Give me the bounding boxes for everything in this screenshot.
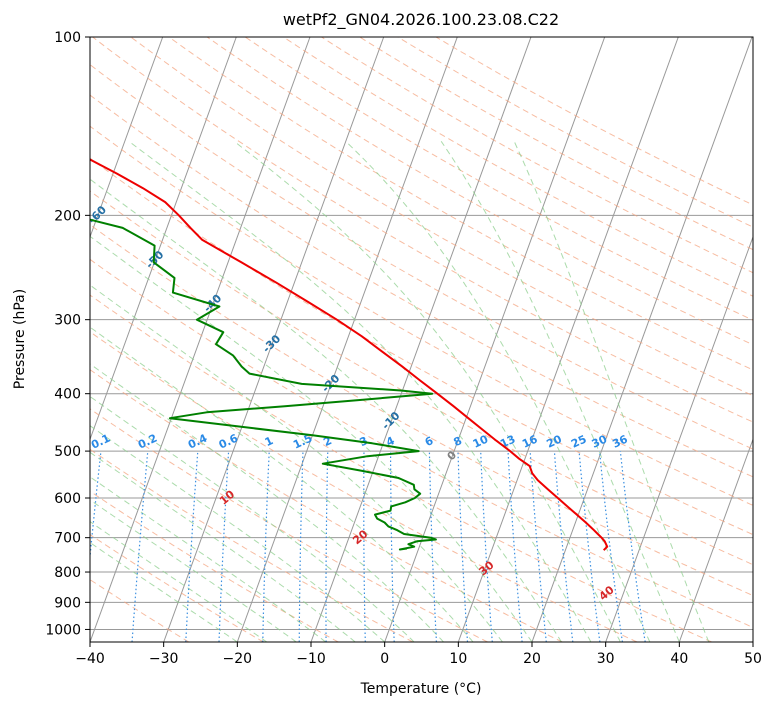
moist-adiabat-line	[90, 499, 297, 642]
moist-adiabat-line	[90, 521, 268, 642]
moist-adiabat-line	[90, 425, 386, 642]
moist-adiabat-line	[233, 140, 621, 642]
moist-adiabat-line	[513, 141, 710, 642]
dry-adiabat-line	[90, 579, 190, 642]
moist-adiabat-line	[345, 140, 651, 642]
dry-adiabat-line	[90, 294, 712, 642]
temperature-line	[90, 158, 609, 551]
mixing-ratio-line	[90, 451, 102, 563]
dry-adiabats	[90, 37, 753, 642]
dry-adiabat-line	[90, 125, 753, 506]
y-tick-label: 800	[54, 565, 81, 581]
x-tick-label: 50	[744, 651, 762, 667]
mixing-ratio-line	[599, 451, 623, 642]
moist-adiabat-line	[128, 140, 592, 642]
dry-adiabat-line	[90, 369, 563, 642]
y-tick-label: 900	[54, 595, 81, 611]
isotherm-line	[678, 437, 753, 642]
y-axis: 100 200 300 400 500 600 700 800 900 1000	[45, 30, 90, 638]
mixing-ratio-label: 10	[471, 432, 491, 450]
mixing-ratio-label: 16	[520, 432, 540, 450]
mixing-ratio-line	[619, 451, 646, 642]
mixing-ratio-label: 25	[569, 433, 588, 451]
dry-adiabat-line	[90, 224, 753, 597]
y-tick-label: 500	[54, 444, 81, 460]
isotherm-line	[236, 37, 458, 642]
y-tick-label: 1000	[45, 622, 81, 638]
mixing-ratio-line	[529, 451, 547, 642]
moist-adiabat-line	[90, 476, 326, 642]
y-tick-label: 700	[54, 531, 81, 547]
x-tick-label: 40	[670, 651, 688, 667]
x-tick-label: 0	[380, 651, 389, 667]
isotherm-line	[605, 235, 753, 642]
moist-adiabat-line	[90, 235, 533, 642]
moist-adiabat-line	[90, 326, 474, 642]
sounding-series	[90, 158, 609, 551]
moist-adiabat-line	[440, 141, 680, 642]
moist-adiabats	[90, 140, 710, 642]
x-tick-label: 20	[523, 651, 541, 667]
dry-adiabat-line	[90, 190, 753, 566]
y-tick-label: 200	[54, 208, 81, 224]
plot-frame	[89, 36, 754, 643]
x-axis: −40 −30 −20 −10 0 10 20 30 40 50	[75, 642, 762, 667]
y-tick-label: 600	[54, 491, 81, 507]
plot-area: -100-90-80-70-60-50-40-30-20-1000.10.20.…	[90, 37, 753, 642]
moist-adiabat-line	[90, 178, 562, 642]
mixing-ratio-lines	[90, 451, 646, 642]
x-tick-label: −10	[296, 651, 326, 667]
moist-adiabat-line	[90, 395, 415, 642]
mixing-ratio-label: 36	[610, 432, 630, 450]
isotherm-line	[90, 37, 311, 642]
y-tick-label: 100	[54, 30, 81, 46]
x-tick-label: −30	[149, 651, 179, 667]
mixing-ratio-line	[507, 451, 523, 642]
x-tick-label: −40	[75, 651, 105, 667]
moist-adiabat-line	[90, 451, 356, 642]
mixing-ratio-line	[131, 451, 149, 642]
chart-title: wetPf2_GN04.2026.100.23.08.C22	[283, 10, 559, 30]
x-tick-label: 10	[449, 651, 467, 667]
dry-adiabat-line	[91, 37, 753, 423]
moist-adiabat-line	[90, 284, 503, 642]
dry-adiabat-line	[90, 534, 264, 642]
dry-adiabat-line	[244, 37, 753, 321]
dry-adiabat-line	[129, 37, 753, 397]
x-tick-label: 30	[597, 651, 615, 667]
dry-adiabat-line	[90, 157, 753, 536]
dry-adiabat-line	[90, 408, 488, 642]
x-axis-title: Temperature (°C)	[360, 681, 482, 697]
mixing-ratio-line	[578, 451, 601, 642]
isotherm-line	[163, 37, 385, 642]
mixing-ratio-line	[553, 451, 574, 642]
dry-adiabat-line	[90, 331, 638, 642]
dry-adiabat-line	[206, 37, 753, 346]
y-axis-title: Pressure (hPa)	[12, 289, 28, 389]
isotherm-line	[90, 37, 164, 239]
isobar-grid	[90, 37, 753, 630]
y-tick-label: 300	[54, 313, 81, 329]
x-tick-label: −20	[223, 651, 253, 667]
y-tick-label: 400	[54, 387, 81, 403]
isotherm-line	[90, 37, 237, 441]
dewpoint-line	[90, 218, 437, 551]
mixing-ratio-label: 30	[590, 432, 610, 450]
mixing-ratio-label: 20	[545, 432, 565, 450]
moist-adiabat-line	[90, 541, 238, 642]
dry-adiabat-line	[90, 490, 339, 642]
